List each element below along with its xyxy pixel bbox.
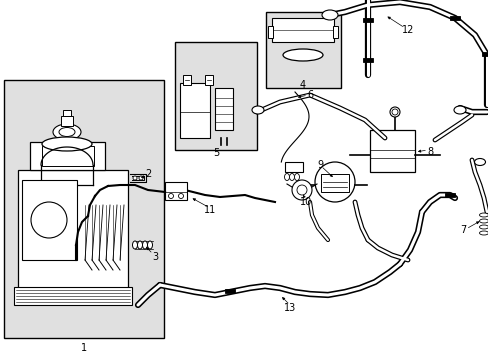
Bar (285, 162, 303, 172)
Circle shape (133, 176, 137, 180)
Bar (183, 75, 191, 85)
Bar (42, 146, 94, 166)
Text: 11: 11 (203, 205, 216, 215)
Ellipse shape (137, 241, 142, 249)
Ellipse shape (289, 174, 294, 180)
Circle shape (391, 109, 397, 115)
Ellipse shape (59, 127, 75, 136)
Bar (61, 116, 73, 126)
Circle shape (314, 162, 354, 202)
Text: 1: 1 (81, 343, 87, 353)
Bar (215, 88, 232, 130)
Text: 3: 3 (152, 252, 158, 262)
Text: 9: 9 (316, 160, 323, 170)
Bar (4, 80, 163, 338)
Text: 6: 6 (306, 90, 312, 100)
Bar (362, 18, 372, 22)
Ellipse shape (42, 137, 92, 151)
Text: 12: 12 (401, 25, 413, 35)
Text: 5: 5 (212, 148, 219, 158)
Ellipse shape (147, 241, 152, 249)
Circle shape (296, 185, 306, 195)
Bar (481, 52, 488, 56)
Bar (320, 174, 348, 192)
Text: 13: 13 (284, 303, 296, 313)
Text: 4: 4 (299, 80, 305, 90)
Bar (63, 110, 71, 116)
Circle shape (168, 194, 173, 198)
Text: 8: 8 (426, 147, 432, 157)
Bar (164, 182, 186, 200)
Bar (14, 287, 132, 305)
Bar (30, 142, 105, 170)
Text: 10: 10 (299, 197, 311, 207)
Ellipse shape (479, 225, 488, 229)
Bar (175, 42, 257, 150)
Ellipse shape (321, 10, 337, 20)
Ellipse shape (132, 241, 137, 249)
Ellipse shape (283, 49, 323, 61)
Circle shape (139, 176, 142, 180)
Text: 7: 7 (459, 225, 465, 235)
Bar (271, 18, 333, 42)
Bar (204, 75, 213, 85)
Bar (18, 170, 128, 300)
Bar (180, 83, 209, 138)
Bar (362, 58, 372, 62)
Circle shape (291, 180, 311, 200)
Ellipse shape (294, 174, 299, 180)
Ellipse shape (142, 241, 147, 249)
Ellipse shape (473, 158, 485, 166)
Bar (22, 180, 77, 260)
Bar (224, 289, 235, 293)
Circle shape (389, 107, 399, 117)
Ellipse shape (479, 231, 488, 235)
Bar (265, 12, 340, 88)
Bar (369, 130, 414, 172)
Ellipse shape (453, 106, 465, 114)
Ellipse shape (284, 174, 289, 180)
Circle shape (31, 202, 67, 238)
Ellipse shape (479, 219, 488, 223)
Circle shape (178, 194, 183, 198)
Text: 2: 2 (144, 169, 151, 179)
Ellipse shape (53, 124, 81, 140)
Bar (332, 26, 337, 38)
Bar (267, 26, 272, 38)
Ellipse shape (479, 213, 488, 217)
Bar (449, 16, 459, 20)
Ellipse shape (251, 106, 264, 114)
Bar (444, 193, 454, 197)
